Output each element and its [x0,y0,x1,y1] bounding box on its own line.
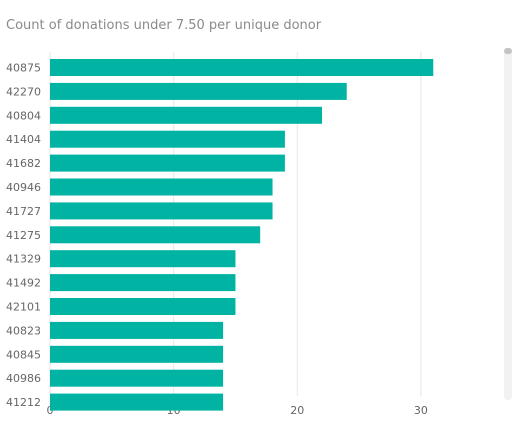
y-category-label: 41329 [6,253,41,266]
vertical-scrollbar-track[interactable] [504,48,512,400]
bar-41212[interactable] [50,393,224,411]
bar-41329[interactable] [50,250,236,268]
bar-40986[interactable] [50,369,224,387]
bar-40946[interactable] [50,178,273,196]
chart-title: Count of donations under 7.50 per unique… [6,18,322,33]
y-category-label: 40946 [6,181,41,194]
y-category-label: 41404 [6,133,41,146]
y-category-label: 40875 [6,62,41,75]
y-category-label: 41275 [6,229,41,242]
bar-42270[interactable] [50,82,347,100]
bar-41682[interactable] [50,154,285,172]
bar-40804[interactable] [50,106,322,124]
y-category-label: 41727 [6,205,41,218]
bar-41275[interactable] [50,226,261,244]
x-tick-label: 30 [414,404,428,417]
y-category-label: 41212 [6,396,41,409]
bar-40845[interactable] [50,345,224,363]
bar-41727[interactable] [50,202,273,220]
y-category-label: 41492 [6,277,41,290]
y-category-label: 40823 [6,324,41,337]
bar-42101[interactable] [50,298,236,315]
vertical-scrollbar-thumb[interactable] [504,48,512,54]
y-category-label: 42101 [6,301,41,314]
bar-41492[interactable] [50,274,236,292]
y-category-label: 42270 [6,85,41,98]
y-category-label: 40845 [6,348,41,361]
x-tick-label: 20 [290,404,304,417]
y-category-label: 41682 [6,157,41,170]
y-category-label: 40804 [6,109,41,122]
bar-40823[interactable] [50,321,224,339]
bar-41404[interactable] [50,130,285,148]
y-category-label: 40986 [6,372,41,385]
bar-40875[interactable] [50,59,434,76]
